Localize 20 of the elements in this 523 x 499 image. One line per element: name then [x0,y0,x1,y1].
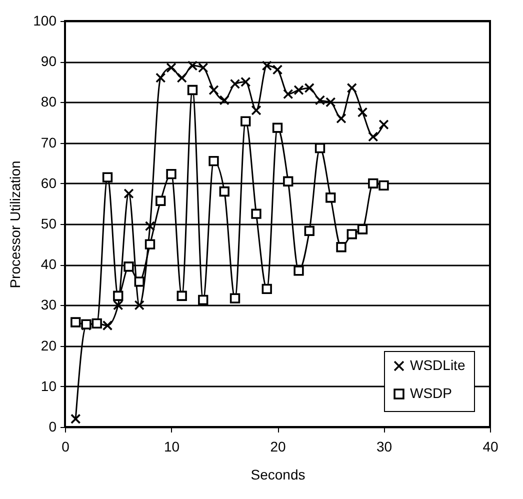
y-tick-label: 20 [40,337,57,354]
y-tick-label: 50 [40,216,57,232]
y-tick-label: 100 [33,12,57,28]
y-tick-label: 30 [40,296,57,313]
y-tick-label: 60 [40,174,57,191]
x-tick-label: 10 [164,438,180,454]
x-tick-label: 0 [62,438,70,454]
x-axis-title: Seconds [250,466,306,482]
legend-label: WSDP [410,385,452,401]
y-tick-label: 70 [40,134,57,150]
x-tick-label: 30 [376,438,392,454]
x-tick-label: 40 [482,438,498,454]
y-tick-label: 10 [40,378,57,394]
y-tick-label: 40 [40,256,57,272]
y-axis-title: Processor Utilization [7,160,24,288]
legend-label: WSDLite [410,357,466,373]
y-tick-label: 90 [40,53,57,70]
x-tick-label: 20 [270,438,286,454]
y-tick-label: 80 [40,94,57,110]
y-tick-label: 0 [48,418,57,434]
